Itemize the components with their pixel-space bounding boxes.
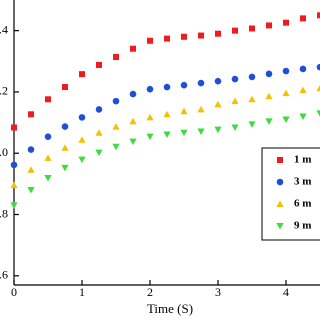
point <box>265 70 273 78</box>
x-tick-label: 4 <box>283 285 289 299</box>
point <box>61 144 69 151</box>
point <box>180 107 188 115</box>
point <box>299 65 307 73</box>
point <box>130 45 136 52</box>
point <box>164 35 170 42</box>
point <box>96 61 102 68</box>
point <box>197 105 205 113</box>
x-tick-label: 3 <box>215 285 221 299</box>
point <box>231 75 239 83</box>
point <box>146 85 154 93</box>
point <box>215 30 221 37</box>
point <box>232 27 238 34</box>
legend-marker <box>276 223 284 230</box>
point <box>78 156 86 164</box>
y-tick-label: 0.8 <box>0 206 8 220</box>
point <box>95 106 103 113</box>
legend-marker <box>276 200 284 207</box>
point <box>27 166 35 173</box>
point <box>198 32 204 39</box>
point <box>283 19 289 26</box>
point <box>231 97 239 105</box>
point <box>129 90 137 98</box>
point <box>265 118 273 125</box>
point <box>78 136 86 143</box>
legend-label: 3 m <box>294 176 311 188</box>
point <box>112 97 120 105</box>
point <box>300 15 306 22</box>
point <box>317 12 320 19</box>
point <box>10 181 18 189</box>
point <box>61 123 69 130</box>
point <box>316 84 320 92</box>
point <box>265 92 273 100</box>
legend-marker <box>277 157 283 163</box>
point <box>249 25 255 32</box>
x-axis-label: Time (S) <box>147 301 193 316</box>
legend-box <box>261 147 320 241</box>
point <box>180 129 188 137</box>
point <box>27 187 35 194</box>
point <box>44 175 52 182</box>
point <box>282 116 290 124</box>
point <box>146 113 154 121</box>
point <box>61 164 69 172</box>
point <box>45 96 51 103</box>
y-tick-label: 0.6 <box>0 268 8 282</box>
point <box>163 83 171 91</box>
point <box>299 86 307 94</box>
point <box>316 110 320 117</box>
legend-label: 9 m <box>294 220 311 232</box>
point <box>78 114 86 121</box>
y-tick-label: 1.4 <box>0 22 8 36</box>
point <box>146 133 154 141</box>
y-tick-label: 1.0 <box>0 145 8 159</box>
x-tick-label: 1 <box>79 285 85 299</box>
point <box>112 123 120 130</box>
point <box>10 161 18 169</box>
x-tick-label: 2 <box>147 285 153 299</box>
point <box>282 67 290 75</box>
x-tick-label: 0 <box>11 285 17 299</box>
point <box>248 121 256 128</box>
legend-label: 1 m <box>294 154 311 166</box>
point <box>214 77 222 85</box>
point <box>248 95 256 103</box>
point <box>214 126 222 134</box>
point <box>129 117 137 125</box>
point <box>163 131 171 139</box>
point <box>266 22 272 29</box>
point <box>28 111 34 118</box>
point <box>248 73 256 81</box>
point <box>113 54 119 60</box>
point <box>11 124 17 131</box>
point <box>27 146 35 153</box>
point <box>79 71 85 78</box>
point <box>197 128 205 135</box>
point <box>147 37 153 44</box>
y-tick-label: 1.2 <box>0 84 8 98</box>
point <box>282 89 290 97</box>
point <box>10 202 18 209</box>
point <box>299 113 307 120</box>
legend-marker <box>276 178 284 186</box>
point <box>180 81 188 89</box>
point <box>44 133 52 140</box>
point <box>112 143 120 151</box>
point <box>95 149 103 157</box>
point <box>163 110 171 118</box>
point <box>181 33 187 40</box>
point <box>231 124 239 131</box>
point <box>197 79 205 87</box>
legend-label: 6 m <box>294 198 311 210</box>
point <box>129 138 137 146</box>
point <box>62 84 68 91</box>
point <box>316 63 320 71</box>
point <box>95 129 103 136</box>
point <box>44 154 52 161</box>
point <box>214 100 222 108</box>
